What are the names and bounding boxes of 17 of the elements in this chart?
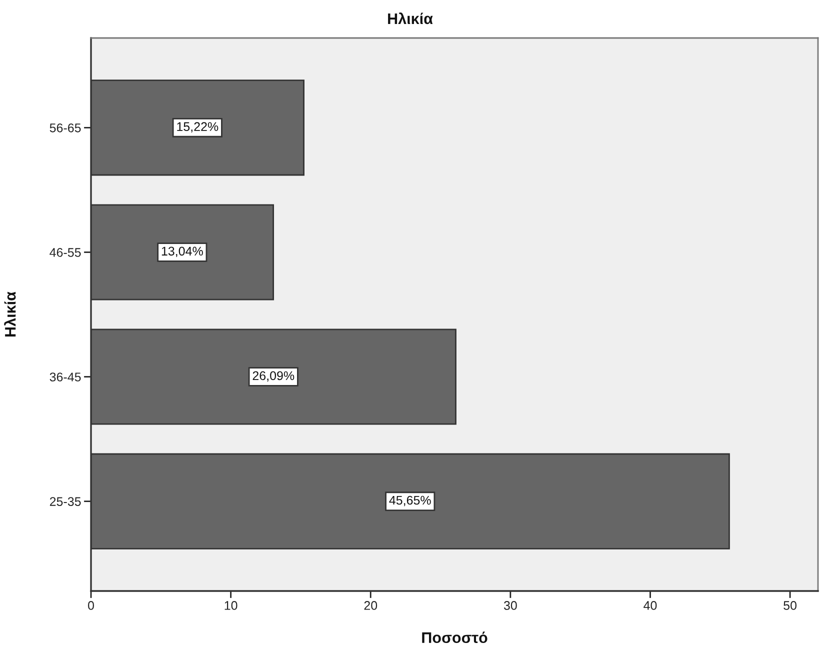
data-label: 15,22% — [177, 122, 218, 133]
data-label: 45,65% — [389, 496, 431, 506]
x-tick-label: 30 — [504, 601, 517, 610]
x-tick-label: 0 — [88, 601, 94, 610]
y-axis-title: Ηλικία — [4, 292, 16, 336]
y-tick-label: 46-55 — [50, 248, 81, 257]
x-tick-label: 10 — [224, 601, 238, 610]
chart-title: Ηλικία — [388, 12, 433, 24]
x-tick-label: 40 — [644, 601, 657, 610]
data-label: 26,09% — [252, 371, 294, 382]
x-tick-label: 50 — [784, 601, 796, 610]
y-tick-label: 36-45 — [50, 372, 81, 382]
y-tick-label: 56-65 — [50, 123, 81, 132]
x-tick-label: 20 — [364, 601, 378, 610]
data-label: 13,04% — [162, 246, 203, 258]
y-tick-label: 25-35 — [50, 497, 81, 506]
x-axis-title: Ποσοστό — [422, 632, 488, 644]
